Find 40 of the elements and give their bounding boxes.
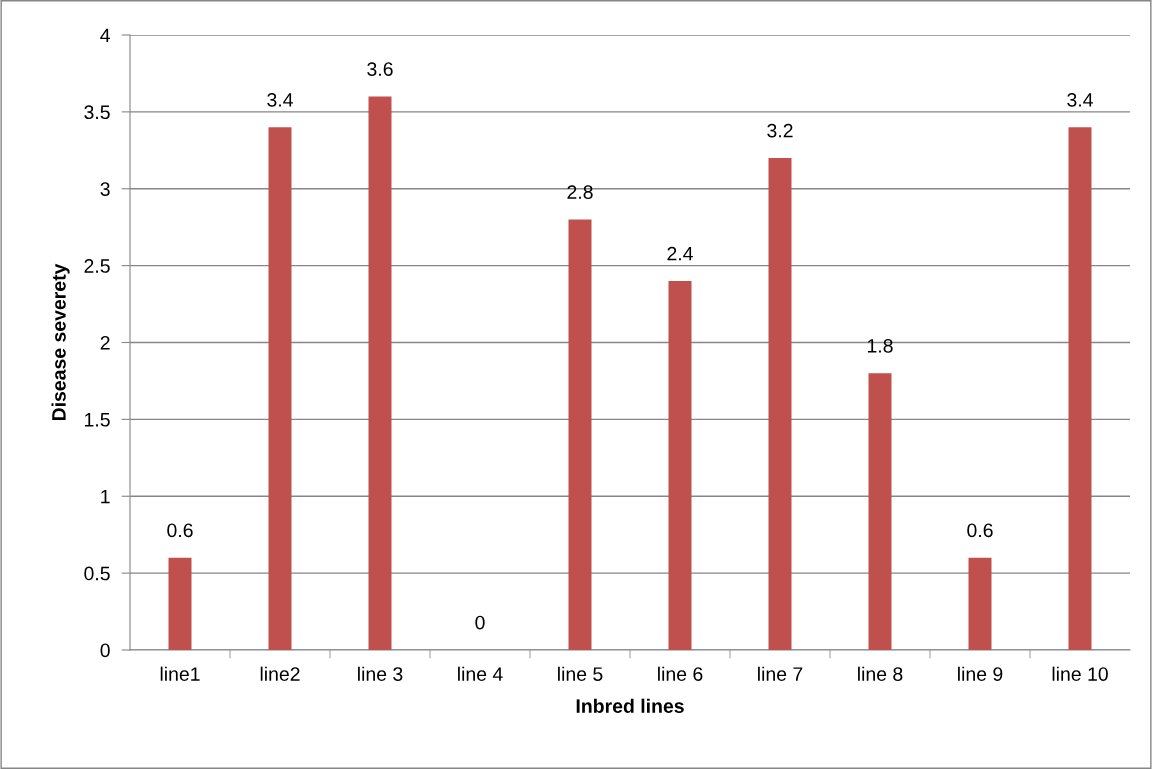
x-axis-title: Inbred lines	[576, 698, 684, 713]
bar	[268, 127, 292, 650]
bar	[168, 557, 192, 650]
x-tick-label: line 4	[458, 666, 503, 681]
y-tick-label: 3	[100, 182, 110, 196]
y-tick-label: 4	[100, 28, 110, 43]
x-tick-label: line1	[160, 666, 200, 681]
x-tick-label: line 3	[358, 666, 403, 681]
x-tick-label: line 9	[958, 666, 1003, 681]
x-tick-label: line2	[260, 666, 300, 681]
y-tick-label: 3.5	[84, 105, 110, 120]
x-tick-label: line 6	[658, 666, 703, 681]
data-label: 3.4	[1067, 92, 1093, 107]
data-label: 3.2	[767, 123, 793, 138]
bar	[668, 281, 692, 650]
y-tick-label: 0.5	[84, 566, 110, 581]
bar	[968, 557, 992, 650]
y-axis-title: Disease severety	[51, 263, 70, 421]
y-tick-label: 1	[101, 489, 110, 504]
bar	[868, 373, 892, 650]
x-tick-label: line 8	[858, 666, 903, 681]
y-tick-label: 1.5	[85, 413, 110, 427]
x-tick-label: line 10	[1052, 666, 1108, 681]
data-label: 0.6	[167, 523, 193, 538]
y-tick-label: 2.5	[84, 259, 110, 273]
data-label: 2.8	[567, 185, 593, 199]
bar	[768, 158, 792, 650]
data-label: 0	[475, 615, 485, 630]
y-tick-label: 2	[100, 335, 110, 350]
data-label: 2.4	[667, 246, 693, 261]
bar	[1068, 127, 1092, 650]
data-label: 0.6	[967, 523, 993, 538]
y-tick-label: 0	[100, 643, 110, 658]
x-tick-label: line 5	[558, 666, 603, 681]
bar	[368, 96, 392, 650]
x-tick-label: line 7	[758, 666, 803, 681]
bar	[568, 219, 592, 650]
data-label: 3.4	[267, 92, 293, 107]
data-label: 3.6	[367, 62, 393, 76]
data-label: 1.8	[867, 338, 893, 353]
